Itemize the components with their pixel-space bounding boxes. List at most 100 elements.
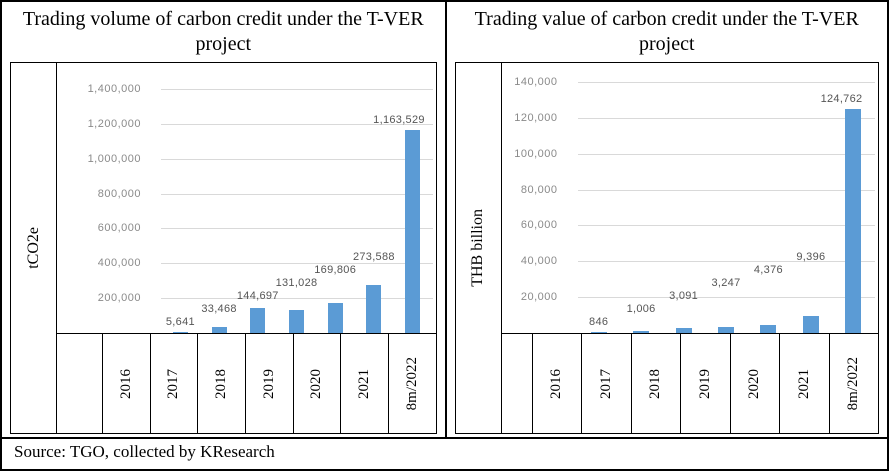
bar-value-label: 3,091 xyxy=(669,289,699,302)
plot-area: 200,000 400,000 600,000 800,000 1,000,000 1,2… xyxy=(57,63,436,333)
y-tick-label: 1,200,000 xyxy=(87,118,141,130)
bar-value-label: 3,247 xyxy=(711,276,741,289)
gridline xyxy=(577,190,875,191)
chart-main-area: 200,000 400,000 600,000 800,000 1,000,000 1,2… xyxy=(57,63,436,433)
bar xyxy=(675,327,692,333)
x-category-cell: 8m/2022 xyxy=(828,334,879,433)
value-chart: THB billion 20,000 40,000 60,000 80,000 100,… xyxy=(454,62,879,434)
x-category-label: 2016 xyxy=(117,368,134,399)
bar-value-label: 33,468 xyxy=(201,302,237,315)
x-category-label: 8m/2022 xyxy=(845,356,862,411)
bar xyxy=(405,130,421,333)
x-category-cell: 2016 xyxy=(531,334,582,433)
x-axis-band: 2016 2017 2018 2019 2020 2021 8m/2022 xyxy=(501,333,879,433)
bar xyxy=(845,109,862,333)
volume-chart-panel: Trading volume of carbon credit under th… xyxy=(2,2,445,437)
x-category-label: 8m/2022 xyxy=(403,356,420,411)
x-axis-band: 2016 2017 2018 2019 2020 2021 8m/2022 xyxy=(57,333,436,433)
y-tick-label: 100,000 xyxy=(514,148,558,160)
x-category-label: 2021 xyxy=(356,368,373,399)
bar xyxy=(718,327,734,333)
chart-main-area: 20,000 40,000 60,000 80,000 100,000 120,000 14… xyxy=(501,63,879,433)
bar-value-label: 9,396 xyxy=(796,250,826,263)
y-axis-title-cell: tCO2e xyxy=(11,63,57,433)
x-axis-lead-cell xyxy=(502,334,532,433)
gridline xyxy=(577,225,875,226)
y-tick-label: 60,000 xyxy=(520,219,558,231)
y-tick-label: 200,000 xyxy=(97,292,141,304)
bar-value-label: 1,006 xyxy=(626,302,656,315)
gridline xyxy=(577,154,875,155)
bar xyxy=(211,327,227,333)
bar-value-label: 5,641 xyxy=(165,315,195,328)
x-category-cell: 2016 xyxy=(102,334,150,433)
bar xyxy=(289,310,304,333)
gridline xyxy=(577,82,875,83)
gridline xyxy=(577,118,875,119)
x-category-cell: 2018 xyxy=(630,334,681,433)
x-category-label: 2019 xyxy=(696,368,713,399)
x-category-label: 2021 xyxy=(795,368,812,399)
x-category-cell: 2017 xyxy=(149,334,198,433)
y-tick-label: 140,000 xyxy=(514,76,558,88)
y-tick-label: 40,000 xyxy=(520,255,558,267)
x-axis-lead-cell xyxy=(57,334,102,433)
gridline xyxy=(161,124,433,125)
x-category-cell: 2020 xyxy=(729,334,780,433)
gridline xyxy=(161,159,433,160)
value-chart-title: Trading value of carbon credit under the… xyxy=(474,8,859,55)
x-category-cell: 2018 xyxy=(197,334,245,433)
x-category-cell: 2019 xyxy=(680,334,730,433)
bar xyxy=(590,331,607,333)
x-category-cell: 2019 xyxy=(244,334,293,433)
y-axis-title: THB billion xyxy=(469,209,486,287)
gridline xyxy=(161,228,433,229)
x-category-label: 2017 xyxy=(165,368,182,399)
x-category-label: 2018 xyxy=(213,368,230,399)
bar xyxy=(250,307,266,333)
x-category-cell: 2017 xyxy=(581,334,631,433)
x-category-cell: 8m/2022 xyxy=(387,334,436,433)
gridline xyxy=(161,263,433,264)
y-tick-label: 80,000 xyxy=(520,184,558,196)
bar-value-label: 124,762 xyxy=(820,93,863,106)
plot-area: 20,000 40,000 60,000 80,000 100,000 120,000 14… xyxy=(502,63,879,333)
x-category-cell: 2021 xyxy=(779,334,829,433)
bar xyxy=(802,316,819,333)
volume-chart: tCO2e 200,000 400,000 600,000 800,000 1,000,… xyxy=(10,62,437,434)
y-tick-label: 20,000 xyxy=(520,291,558,303)
bar-value-label: 4,376 xyxy=(753,263,783,276)
bar-value-label: 1,163,529 xyxy=(373,114,425,127)
gridline xyxy=(161,298,433,299)
gridline xyxy=(577,297,875,298)
x-category-cell: 2021 xyxy=(340,334,388,433)
x-category-label: 2020 xyxy=(746,368,763,399)
chart-panels: Trading volume of carbon credit under th… xyxy=(2,2,887,437)
bar-value-label: 131,028 xyxy=(275,276,318,289)
y-tick-label: 1,000,000 xyxy=(87,153,141,165)
x-category-cell: 2020 xyxy=(292,334,341,433)
bar-value-label: 169,806 xyxy=(314,263,357,276)
gridline xyxy=(161,89,433,90)
gridline xyxy=(161,194,433,195)
bar-value-label: 144,697 xyxy=(236,289,279,302)
y-tick-label: 1,400,000 xyxy=(87,83,141,95)
y-axis-title: tCO2e xyxy=(24,227,42,269)
volume-chart-title: Trading volume of carbon credit under th… xyxy=(22,8,424,55)
bar xyxy=(172,331,188,333)
bar xyxy=(633,331,650,333)
x-category-label: 2018 xyxy=(647,368,664,399)
y-tick-label: 120,000 xyxy=(514,112,558,124)
source-note: Source: TGO, collected by KResearch xyxy=(2,437,887,465)
x-category-label: 2020 xyxy=(308,368,325,399)
x-category-label: 2016 xyxy=(548,368,565,399)
bar-value-label: 846 xyxy=(589,315,609,328)
bar xyxy=(760,325,777,333)
gridline xyxy=(577,261,875,262)
x-category-label: 2017 xyxy=(597,368,614,399)
bar xyxy=(366,285,382,333)
y-tick-label: 800,000 xyxy=(97,188,141,200)
value-chart-panel: Trading value of carbon credit under the… xyxy=(444,2,888,437)
y-tick-label: 400,000 xyxy=(97,257,141,269)
